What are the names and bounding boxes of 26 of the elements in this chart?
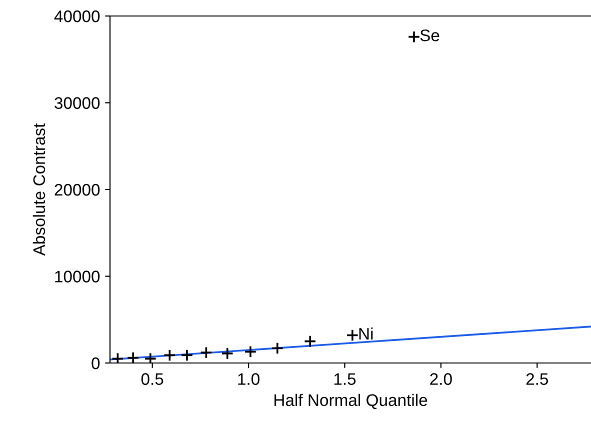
y-tick-label: 0 bbox=[92, 357, 100, 370]
annotation: Se bbox=[420, 29, 440, 42]
x-tick-label: 1.0 bbox=[238, 373, 260, 385]
point bbox=[221, 347, 234, 360]
point bbox=[244, 345, 257, 358]
point bbox=[346, 328, 359, 342]
x-tick-label: 0.5 bbox=[141, 373, 164, 385]
point bbox=[408, 30, 420, 44]
point bbox=[144, 352, 157, 363]
x-tick-label: 2.0 bbox=[430, 373, 452, 385]
point bbox=[271, 342, 284, 355]
y-tick-label: 40000 bbox=[54, 10, 100, 22]
point bbox=[200, 346, 212, 359]
y-tick-label: 20000 bbox=[54, 184, 100, 196]
annotation: Ni bbox=[359, 327, 373, 340]
x-tick-label: 2.5 bbox=[526, 373, 548, 385]
x-axis-title: Half Normal Quantile bbox=[274, 394, 428, 410]
x-tick-label: 1.5 bbox=[334, 373, 356, 385]
point bbox=[304, 335, 316, 348]
y-tick-label: 10000 bbox=[55, 270, 100, 282]
point bbox=[126, 352, 140, 363]
point bbox=[163, 348, 176, 362]
y-tick-label: 30000 bbox=[54, 97, 100, 109]
point bbox=[180, 348, 194, 362]
y-axis-title: Absolute Contrast bbox=[32, 123, 46, 256]
point bbox=[111, 352, 124, 363]
